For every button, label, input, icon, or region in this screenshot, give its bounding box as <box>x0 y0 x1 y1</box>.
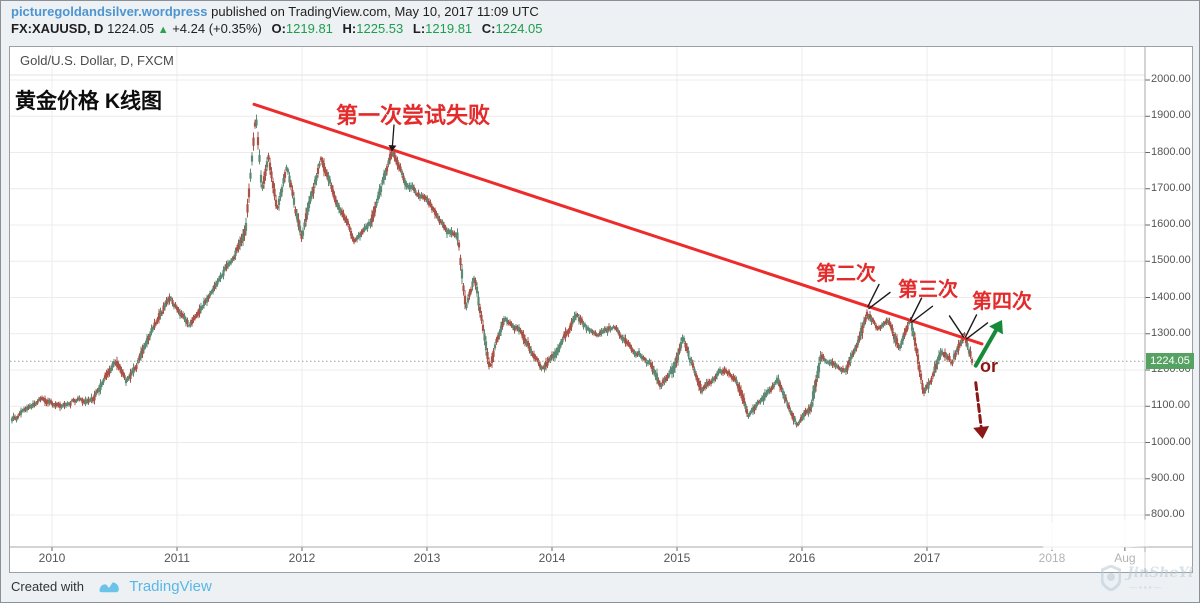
last-price-badge: 1224.05 <box>1146 353 1194 370</box>
low-label: L: <box>412 21 426 36</box>
annotation-attempt-3: 第三次 <box>898 279 958 301</box>
close-label: C: <box>481 21 496 36</box>
y-axis-label: 1600.00 <box>1151 218 1191 230</box>
symbol-label: FX:XAUUSD, D <box>11 21 104 36</box>
x-axis-label: 2011 <box>164 551 190 565</box>
x-axis-label: 2014 <box>538 551 566 565</box>
annotation-attempt-2: 第二次 <box>816 263 876 285</box>
y-axis-label: 1100.00 <box>1151 399 1190 412</box>
x-axis-label: 2015 <box>663 551 691 565</box>
tradingview-logo-icon[interactable] <box>98 579 120 597</box>
y-axis-label: 1700.00 <box>1151 181 1191 194</box>
open-value: 1219.81 <box>285 21 333 36</box>
y-axis-label: 1900.00 <box>1151 109 1191 122</box>
x-axis-label: 2017 <box>913 551 941 565</box>
price-plot[interactable] <box>10 47 1192 572</box>
white-scribble <box>1032 552 1166 568</box>
y-axis-label: 900.00 <box>1151 471 1185 484</box>
up-triangle-icon: ▲ <box>157 24 169 36</box>
site-watermark: JinSheYi —▪▪▪— <box>1100 561 1197 602</box>
x-axis-label: 2010 <box>38 551 66 565</box>
watermark-sub-blocks: —▪▪▪— <box>1129 583 1164 592</box>
y-axis-label: 2000.00 <box>1151 73 1191 85</box>
y-axis-label: 800.00 <box>1151 508 1185 520</box>
source-link[interactable]: picturegoldandsilver.wordpress <box>11 4 208 19</box>
white-scribble <box>1039 518 1173 551</box>
close-value: 1224.05 <box>495 21 543 36</box>
annotation-attempt-1: 第一次尝试失败 <box>336 103 491 128</box>
y-axis-label: 1500.00 <box>1151 254 1191 267</box>
created-with-text: Created with <box>11 579 84 594</box>
x-axis-label: 2012 <box>288 551 316 565</box>
watermark-shield-icon <box>1100 564 1122 596</box>
x-axis-label: 2016 <box>788 551 816 565</box>
watermark-text: JinSheYi <box>1127 565 1194 581</box>
high-label: H: <box>342 21 357 36</box>
y-axis-label: 1000.00 <box>1151 435 1191 448</box>
symbol-info-bar: FX:XAUUSD, D 1224.05 ▲ +4.24 (+0.35%) O:… <box>11 21 543 36</box>
open-label: O: <box>271 21 286 36</box>
tradingview-link[interactable]: TradingView <box>129 578 212 595</box>
publish-info-bar: picturegoldandsilver.wordpress published… <box>11 4 539 19</box>
high-value: 1225.53 <box>356 21 404 36</box>
footer: Created with TradingView <box>11 578 212 597</box>
last-price-text: 1224.05 <box>107 21 155 36</box>
annotation-attempt-4: 第四次 <box>972 291 1032 313</box>
x-axis-label: 2013 <box>413 551 441 565</box>
change-text: +4.24 (+0.35%) <box>172 21 262 36</box>
y-axis-label: 1400.00 <box>1151 290 1191 303</box>
chart-title: 黄金价格 K线图 <box>15 90 162 113</box>
chart-panel: Gold/U.S. Dollar, D, FXCM 黄金价格 K线图 2000.… <box>9 46 1194 573</box>
published-text: published on TradingView.com, May 10, 20… <box>211 4 539 19</box>
y-axis-label: 1800.00 <box>1151 145 1191 158</box>
y-axis-label: 1300.00 <box>1151 326 1191 339</box>
annotation-or: or <box>980 356 998 376</box>
low-value: 1219.81 <box>425 21 473 36</box>
chart-legend: Gold/U.S. Dollar, D, FXCM <box>20 53 174 68</box>
